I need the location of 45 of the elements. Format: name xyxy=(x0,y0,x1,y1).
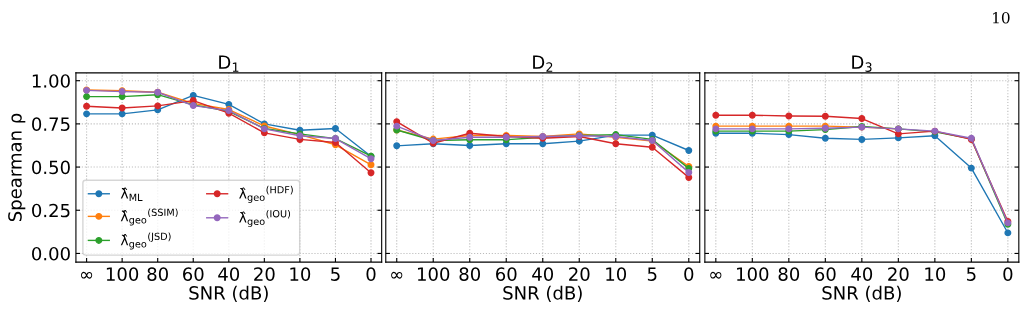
x-tick-label: 40 xyxy=(851,267,873,281)
x-tick-label: 100 xyxy=(106,267,139,281)
x-tick-label: 0 xyxy=(366,267,376,281)
legend-label: λ̂$_{geo}$$^{(HDF)}$ xyxy=(239,185,293,203)
legend-label: λ̂$_{geo}$$^{(JSD)}$ xyxy=(120,232,171,250)
x-tick-label: ∞ xyxy=(81,271,93,279)
x-tick-label: 5 xyxy=(331,267,340,281)
x-tick-label: 20 xyxy=(254,267,275,281)
text: 10 xyxy=(993,11,1010,24)
y-tick-label: 1.00 xyxy=(32,74,70,88)
x-tick-label: 0 xyxy=(1003,267,1013,281)
chart-title: D$_{3}$ xyxy=(852,55,872,72)
x-tick-label: 80 xyxy=(147,267,168,281)
x-tick-label: 20 xyxy=(569,267,590,281)
legend-label: λ̂$_{geo}$$^{(IOU)}$ xyxy=(239,209,291,227)
x-tick-label: 5 xyxy=(967,267,976,281)
x-tick-label: 10 xyxy=(290,267,311,281)
y-tick-label: 0.25 xyxy=(32,203,70,218)
x-tick-label: ∞ xyxy=(710,271,722,279)
x-axis-title: SNR (dB) xyxy=(822,285,901,302)
x-axis-title: SNR (dB) xyxy=(503,285,582,302)
y-axis-title: Spearman ρ xyxy=(8,113,26,222)
legend-label: λ̂$_{geo}$$^{(SSIM)}$ xyxy=(120,208,178,226)
x-tick-label: 80 xyxy=(459,267,481,281)
x-axis-title: SNR (dB) xyxy=(189,285,268,302)
x-tick-label: ∞ xyxy=(391,271,403,279)
legend-label: λ̂$_{ML}$ xyxy=(120,187,143,201)
y-tick-label: 0.75 xyxy=(32,117,70,131)
x-tick-label: 100 xyxy=(737,267,769,281)
x-tick-label: 5 xyxy=(647,267,657,281)
chart-title: D$_{1}$ xyxy=(219,55,239,72)
x-tick-label: 40 xyxy=(218,267,240,281)
x-tick-label: 80 xyxy=(778,267,800,281)
x-tick-label: 10 xyxy=(925,267,946,281)
y-tick-label: 0.00 xyxy=(32,246,70,261)
x-tick-label: 40 xyxy=(532,267,554,281)
x-tick-label: 0 xyxy=(684,267,694,281)
x-tick-label: 20 xyxy=(888,267,909,281)
x-tick-label: 60 xyxy=(183,267,204,281)
x-tick-label: 60 xyxy=(815,267,836,281)
x-tick-label: 10 xyxy=(606,267,627,281)
y-tick-label: 0.50 xyxy=(32,160,70,175)
x-tick-label: 100 xyxy=(417,267,450,281)
x-tick-label: 60 xyxy=(496,267,517,281)
chart-title: D$_{2}$ xyxy=(533,55,553,72)
